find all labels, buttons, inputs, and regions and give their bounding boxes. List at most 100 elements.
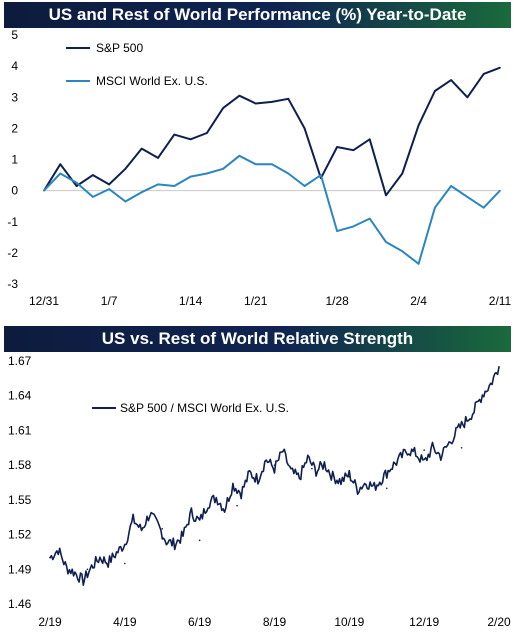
data-point xyxy=(303,127,306,130)
x-tick-label: 4/19 xyxy=(113,615,137,629)
series-1 xyxy=(49,365,500,586)
data-point xyxy=(303,185,306,187)
data-point xyxy=(108,183,110,186)
data-point xyxy=(236,504,238,507)
data-point xyxy=(206,172,208,175)
y-tick-label: 1.55 xyxy=(8,493,32,507)
data-point xyxy=(499,66,501,69)
y-tick-label: 1.52 xyxy=(8,528,32,542)
x-tick-label: 10/19 xyxy=(334,615,364,629)
y-tick-label: 1.58 xyxy=(8,458,32,472)
data-point xyxy=(368,217,371,220)
data-point xyxy=(320,174,322,176)
data-point xyxy=(238,94,241,97)
data-point xyxy=(173,133,176,136)
performance-chart: 5 4 3 2 1 0 -1 -2 -3 12/31 1/7 1/14 1/21 1/28 2/4 2/11 S… xyxy=(7,28,512,308)
data-point xyxy=(336,146,338,148)
series-2 xyxy=(43,154,501,265)
x-tick-label: 2/19 xyxy=(38,615,62,629)
data-point xyxy=(161,527,164,530)
y-tick-label: 1.67 xyxy=(8,354,32,368)
data-point xyxy=(238,154,241,157)
data-point xyxy=(189,175,192,178)
data-point xyxy=(311,467,313,470)
data-point xyxy=(189,138,192,141)
data-point xyxy=(271,163,273,165)
data-point xyxy=(348,475,351,478)
data-point xyxy=(157,183,159,186)
data-point xyxy=(254,163,257,165)
data-point xyxy=(140,147,143,150)
y-tick-label: 0 xyxy=(11,184,18,198)
data-point xyxy=(173,185,176,187)
data-point xyxy=(254,102,257,105)
y-tick-label: 2 xyxy=(11,121,18,135)
legend-label: S&P 500 / MSCI World Ex. U.S. xyxy=(120,401,289,415)
data-point xyxy=(206,132,208,134)
data-point xyxy=(49,556,51,559)
data-point xyxy=(482,206,485,209)
data-point xyxy=(385,194,387,197)
y-tick-label: -2 xyxy=(7,246,18,260)
series-line xyxy=(43,154,501,265)
data-point xyxy=(198,539,201,542)
data-point xyxy=(222,168,224,170)
data-point xyxy=(140,191,143,193)
data-point xyxy=(482,73,485,75)
data-point xyxy=(287,98,290,100)
data-point xyxy=(423,449,425,451)
data-point xyxy=(43,189,45,192)
data-point xyxy=(498,365,500,368)
x-tick-label: 1/14 xyxy=(179,294,203,308)
data-point xyxy=(385,241,387,243)
data-point xyxy=(222,107,224,109)
x-tick-label: 12/19 xyxy=(409,615,439,629)
data-point xyxy=(75,185,78,187)
x-tick-label: 2/11 xyxy=(489,294,512,308)
x-tick-label: 8/19 xyxy=(263,615,287,629)
y-tick-label: 3 xyxy=(11,90,18,104)
data-point xyxy=(417,262,420,265)
y-tick-label: 1 xyxy=(11,153,18,167)
data-point xyxy=(86,568,89,571)
data-point xyxy=(368,138,371,141)
data-point xyxy=(92,196,94,198)
y-tick-label: 1.46 xyxy=(8,597,32,611)
data-point xyxy=(450,185,452,187)
y-tick-label: 5 xyxy=(11,28,18,42)
legend-label: MSCI World Ex. U.S. xyxy=(96,74,208,88)
data-point xyxy=(59,172,62,175)
data-point xyxy=(352,225,355,228)
data-point xyxy=(124,562,126,565)
legend-label: S&P 500 xyxy=(96,41,143,55)
data-point xyxy=(417,124,420,127)
x-tick-label: 1/28 xyxy=(325,294,349,308)
chart1-title: US and Rest of World Performance (%) Yea… xyxy=(4,2,511,28)
data-point xyxy=(157,157,159,159)
x-tick-label: 1/21 xyxy=(244,294,268,308)
data-point xyxy=(466,196,469,198)
relative-strength-chart: 1.67 1.64 1.61 1.58 1.55 1.52 1.49 1.46 2/19 4/19… xyxy=(8,354,511,629)
data-point xyxy=(336,230,338,232)
data-point xyxy=(460,446,463,449)
data-point xyxy=(92,174,94,176)
x-tick-label: 2/20 xyxy=(487,615,511,629)
x-tick-label: 6/19 xyxy=(188,615,212,629)
data-point xyxy=(401,172,404,175)
data-point xyxy=(385,487,388,490)
y-tick-label: 1.49 xyxy=(8,562,32,576)
data-point xyxy=(124,200,127,203)
y-tick-label: 1.61 xyxy=(8,423,32,437)
data-point xyxy=(271,101,273,103)
data-point xyxy=(273,464,276,466)
series-line xyxy=(49,366,500,586)
data-point xyxy=(287,172,290,175)
data-point xyxy=(108,188,110,190)
y-tick-label: -3 xyxy=(7,277,18,291)
chart2-title: US vs. Rest of World Relative Strength xyxy=(4,326,511,352)
series-1 xyxy=(43,66,501,197)
y-tick-label: 4 xyxy=(11,59,18,73)
data-point xyxy=(434,90,436,92)
data-point xyxy=(499,189,501,192)
x-tick-label: 1/7 xyxy=(101,294,118,308)
